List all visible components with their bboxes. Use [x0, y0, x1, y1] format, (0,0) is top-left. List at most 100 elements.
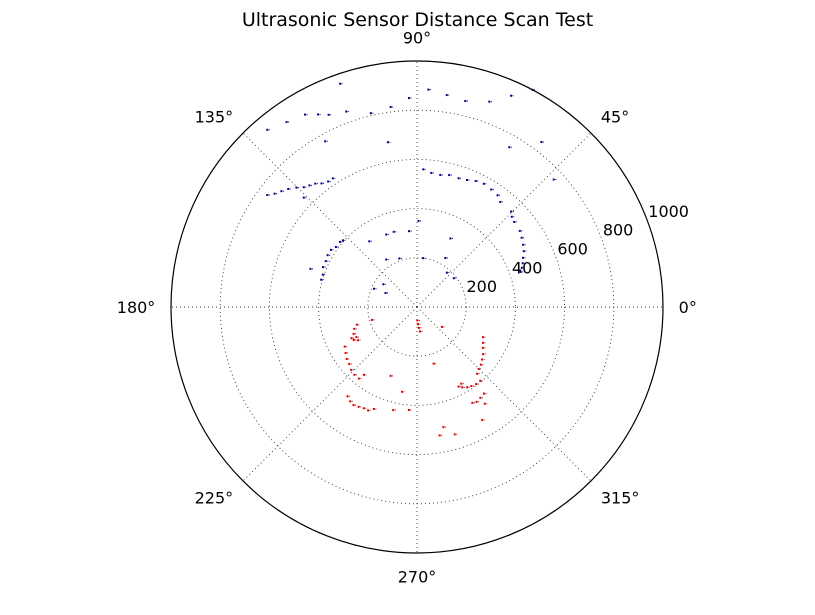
r-tick-label: 800: [603, 221, 634, 240]
scatter-point: [357, 336, 359, 338]
scatter-point: [490, 101, 492, 103]
polar-frame: [170, 60, 664, 554]
scatter-point: [520, 236, 523, 239]
scatter-point: [508, 146, 511, 149]
scatter-point: [350, 337, 353, 340]
scatter-point: [470, 385, 473, 388]
scatter-point: [464, 100, 467, 103]
scatter-point: [389, 374, 392, 377]
scatter-point: [306, 114, 308, 116]
scatter-point: [481, 397, 483, 399]
scatter-point: [477, 367, 480, 370]
scatter-point: [486, 403, 488, 405]
scatter-point: [444, 426, 446, 428]
scatter-point: [482, 182, 485, 185]
scatter-point: [463, 386, 465, 388]
scatter-point: [359, 339, 361, 341]
scatter-point: [455, 277, 457, 279]
scatter-point: [479, 363, 482, 366]
scatter-point: [448, 272, 450, 274]
scatter-point: [482, 353, 485, 356]
scatter-point: [478, 373, 480, 375]
scatter-point: [385, 258, 388, 261]
scatter-point: [327, 260, 329, 262]
scatter-point: [521, 230, 523, 232]
scatter-point: [289, 188, 291, 190]
r-gridline-400: [318, 208, 516, 406]
scatter-point: [324, 260, 327, 263]
scatter-point: [432, 172, 434, 174]
scatter-point: [332, 249, 334, 251]
scatter-point: [285, 121, 288, 124]
scatter-point: [483, 359, 485, 361]
scatter-point: [324, 274, 326, 276]
scatter-point: [288, 121, 290, 123]
scatter-point: [439, 173, 442, 176]
theta-tick-label: 0°: [679, 298, 697, 317]
scatter-point: [386, 141, 389, 144]
scatter-point: [462, 383, 464, 385]
scatter-point: [346, 346, 348, 348]
scatter-point: [475, 400, 478, 403]
scatter-point: [350, 363, 352, 365]
scatter-point: [372, 112, 374, 114]
scatter-point: [357, 377, 360, 380]
scatter-point: [515, 221, 517, 223]
scatter-point: [372, 287, 375, 290]
scatter-point: [410, 409, 412, 411]
r-tick-label: 200: [466, 277, 497, 296]
scatter-point: [510, 146, 512, 148]
scatter-point: [421, 257, 424, 260]
scatter-point: [457, 385, 460, 388]
scatter-point: [375, 408, 377, 410]
scatter-point: [484, 342, 486, 344]
scatter-point: [499, 200, 502, 203]
scatter-point: [305, 197, 307, 199]
scatter-point: [348, 358, 350, 360]
r-gridline-200: [367, 257, 467, 357]
scatter-point: [362, 407, 365, 410]
scatter-point: [355, 339, 357, 341]
scatter-point: [410, 97, 412, 99]
scatter-point: [387, 234, 389, 236]
scatter-point: [322, 266, 325, 269]
scatter-point: [524, 257, 526, 259]
scatter-point: [327, 180, 330, 183]
scatter-point: [518, 229, 521, 232]
scatter-point: [357, 405, 360, 408]
r-tick-label: 400: [512, 258, 543, 277]
scatter-point: [521, 262, 524, 265]
scatter-point: [392, 230, 395, 233]
scatter-point: [334, 177, 336, 179]
scatter-point: [320, 182, 323, 185]
r-tick-label: 600: [557, 240, 588, 259]
scatter-point: [501, 201, 503, 203]
scatter-point: [482, 364, 484, 366]
theta-gridline-135: [242, 132, 418, 308]
scatter-point: [525, 250, 527, 252]
scatter-point: [445, 271, 448, 274]
scatter-point: [444, 257, 447, 260]
scatter-point: [475, 383, 478, 386]
scatter-point: [353, 327, 356, 330]
scatter-point: [329, 254, 331, 256]
scatter-point: [347, 111, 349, 113]
scatter-point: [484, 347, 486, 349]
scatter-point: [435, 363, 437, 365]
scatter-point: [350, 368, 353, 371]
scatter-point: [311, 268, 313, 270]
scatter-point: [429, 89, 431, 91]
scatter-point: [416, 323, 419, 326]
scatter-point: [471, 401, 474, 404]
scatter-point: [365, 374, 367, 376]
scatter-point: [479, 379, 482, 382]
scatter-point: [319, 113, 321, 115]
scatter-point: [310, 184, 312, 186]
scatter-point: [375, 288, 377, 290]
scatter-point: [417, 219, 420, 222]
scatter-point: [460, 386, 462, 388]
scatter-point: [522, 250, 525, 253]
scatter-point: [351, 400, 353, 402]
scatter-point: [326, 254, 329, 257]
scatter-point: [355, 374, 357, 376]
